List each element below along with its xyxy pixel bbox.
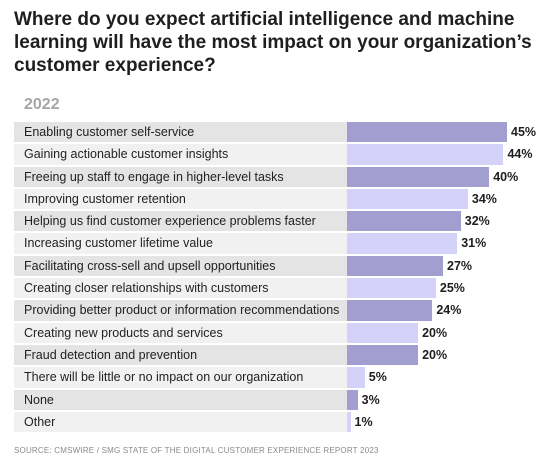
bar <box>347 188 468 210</box>
bar-row: There will be little or no impact on our… <box>14 366 547 388</box>
value-label: 45% <box>511 125 537 139</box>
value-label: 24% <box>436 303 462 318</box>
category-label-background <box>14 144 347 165</box>
bar <box>347 322 419 343</box>
value-label: 20% <box>422 325 448 340</box>
category-label: Creating new products and services <box>24 325 223 340</box>
value-label: 1% <box>354 414 373 429</box>
category-label-background <box>14 211 347 232</box>
category-label: Providing better product or information … <box>24 303 340 318</box>
bar <box>347 300 433 321</box>
value-label: 31% <box>461 236 487 251</box>
value-label: 34% <box>471 191 497 206</box>
category-label: Freeing up staff to engage in higher-lev… <box>24 169 284 184</box>
category-label: None <box>24 392 54 407</box>
category-label: Other <box>24 414 56 429</box>
bar <box>347 255 443 277</box>
bar-row: Fraud detection and prevention 20% <box>14 344 547 366</box>
bar-row: Freeing up staff to engage in higher-lev… <box>14 166 547 188</box>
value-label: 3% <box>361 392 380 407</box>
source-note: SOURCE: CMSWIRE / SMG STATE OF THE DIGIT… <box>14 446 379 455</box>
category-label-background <box>14 233 347 254</box>
bar <box>347 344 419 366</box>
category-label: Increasing customer lifetime value <box>24 236 213 251</box>
category-label: Facilitating cross-sell and upsell oppor… <box>24 258 276 273</box>
category-label-background <box>14 344 347 366</box>
category-label: Improving customer retention <box>24 191 186 206</box>
category-label-background <box>14 166 347 187</box>
category-label-background <box>14 322 347 343</box>
category-label-background <box>14 122 347 143</box>
category-label: Fraud detection and prevention <box>24 347 198 362</box>
bar <box>347 233 458 254</box>
value-label: 25% <box>439 281 465 296</box>
category-label: Enabling customer self-service <box>24 125 195 139</box>
bar <box>347 389 358 410</box>
bar <box>347 278 436 299</box>
chart-title: Where do you expect artificial intellige… <box>14 9 532 76</box>
bar-chart: Enabling customer self-service 45% Gaining… <box>14 121 547 433</box>
category-label-background <box>14 278 347 299</box>
bar-row: Enabling customer self-service 45% <box>14 121 547 143</box>
value-label: 20% <box>422 347 448 362</box>
value-label: 27% <box>447 258 473 273</box>
value-label: 5% <box>368 370 387 385</box>
category-label: Gaining actionable customer insights <box>24 147 229 162</box>
bar-row: Facilitating cross-sell and upsell oppor… <box>14 255 547 277</box>
bar <box>347 144 504 165</box>
value-label: 44% <box>507 147 533 162</box>
category-label-background <box>14 300 347 321</box>
bar-row: Providing better product or information … <box>14 299 547 321</box>
category-label-background <box>14 188 347 210</box>
bar-row: Gaining actionable customer insights 44% <box>14 143 547 165</box>
bar <box>347 122 507 143</box>
category-label-background <box>14 411 347 433</box>
category-label-background <box>14 367 347 388</box>
bar-row: Creating closer relationships with custo… <box>14 277 547 299</box>
bar-row: None 3% <box>14 389 547 411</box>
category-label: Helping us find customer experience prob… <box>24 214 316 229</box>
series-year-label: 2022 <box>24 96 60 113</box>
bar-row: Creating new products and services 20% <box>14 322 547 344</box>
category-label: There will be little or no impact on our… <box>24 370 304 385</box>
bar <box>347 211 461 232</box>
bar-row: Other 1% <box>14 411 547 433</box>
value-label: 32% <box>464 214 490 229</box>
category-label-background <box>14 389 347 410</box>
category-label-background <box>14 255 347 277</box>
bar <box>347 367 365 388</box>
value-label: 40% <box>493 169 519 184</box>
bar-row: Increasing customer lifetime value 31% <box>14 232 547 254</box>
category-label: Creating closer relationships with custo… <box>24 281 269 296</box>
bar-row: Improving customer retention 34% <box>14 188 547 210</box>
bar-row: Helping us find customer experience prob… <box>14 210 547 232</box>
bar <box>347 411 351 433</box>
bar <box>347 166 490 187</box>
